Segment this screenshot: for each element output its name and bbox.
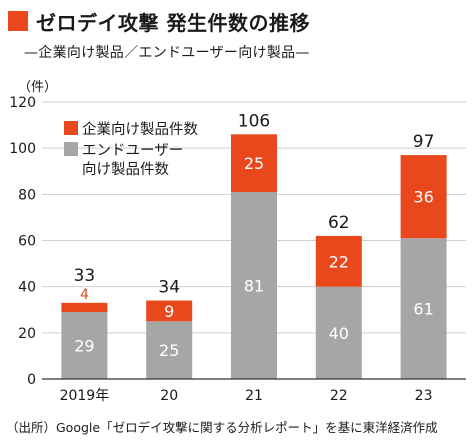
bar-enterprise: [146, 300, 193, 322]
y-tick-label: 120: [9, 95, 36, 111]
x-tick-label: 20: [160, 388, 178, 404]
bar-enterprise: [61, 302, 108, 313]
y-axis-unit: （件）: [18, 80, 58, 95]
legend-label-end-user-line2: 向け製品件数: [82, 161, 169, 178]
data-label-enterprise: 4: [80, 287, 89, 303]
title-row: ゼロデイ攻撃 発生件数の推移: [8, 8, 310, 35]
bar-enterprise: [231, 134, 277, 193]
data-label-total: 33: [74, 266, 96, 286]
y-tick-label: 20: [18, 326, 36, 342]
y-tick-label: 80: [18, 187, 36, 203]
data-label-end-user: 25: [159, 341, 179, 360]
data-label-enterprise: 36: [413, 188, 433, 207]
data-label-total: 62: [328, 213, 350, 233]
data-label-end-user: 29: [74, 337, 94, 356]
data-label-end-user: 61: [413, 300, 433, 319]
bar-end-user: [231, 192, 277, 379]
bar-enterprise: [315, 235, 362, 287]
source-note: （出所）Google「ゼロデイ攻撃に関する分析レポート」を基に東洋経済作成: [6, 420, 438, 435]
y-tick-label: 0: [27, 372, 36, 388]
y-tick-label: 100: [9, 141, 36, 157]
data-label-end-user: 40: [329, 324, 349, 343]
y-tick-label: 40: [18, 280, 36, 296]
data-label-total: 97: [413, 132, 435, 152]
data-label-enterprise: 25: [244, 154, 264, 173]
data-label-total: 106: [238, 111, 270, 131]
bar-end-user: [400, 238, 447, 379]
data-label-enterprise: 22: [329, 252, 349, 271]
x-tick-label: 21: [245, 388, 263, 404]
bar-end-user: [146, 321, 193, 379]
x-tick-label: 22: [330, 388, 348, 404]
data-label-total: 34: [158, 278, 180, 298]
bar-end-user: [315, 286, 362, 379]
title-marker: [8, 11, 28, 31]
y-tick-label: 60: [18, 234, 36, 250]
bar-end-user: [61, 312, 108, 379]
x-tick-label: 23: [415, 388, 433, 404]
chart-title: ゼロデイ攻撃 発生件数の推移: [36, 10, 310, 35]
legend-label-enterprise: 企業向け製品件数: [82, 120, 198, 138]
legend-swatch-enterprise: [64, 121, 78, 135]
data-label-enterprise: 9: [164, 302, 174, 321]
chart-subtitle: —企業向け製品／エンドユーザー向け製品—: [24, 45, 310, 61]
legend-swatch-end-user: [64, 142, 78, 156]
bar-enterprise: [400, 155, 447, 239]
x-tick-label: 2019年: [60, 388, 110, 404]
data-label-end-user: 81: [244, 277, 264, 296]
legend-label-end-user: エンドユーザー: [82, 142, 183, 159]
